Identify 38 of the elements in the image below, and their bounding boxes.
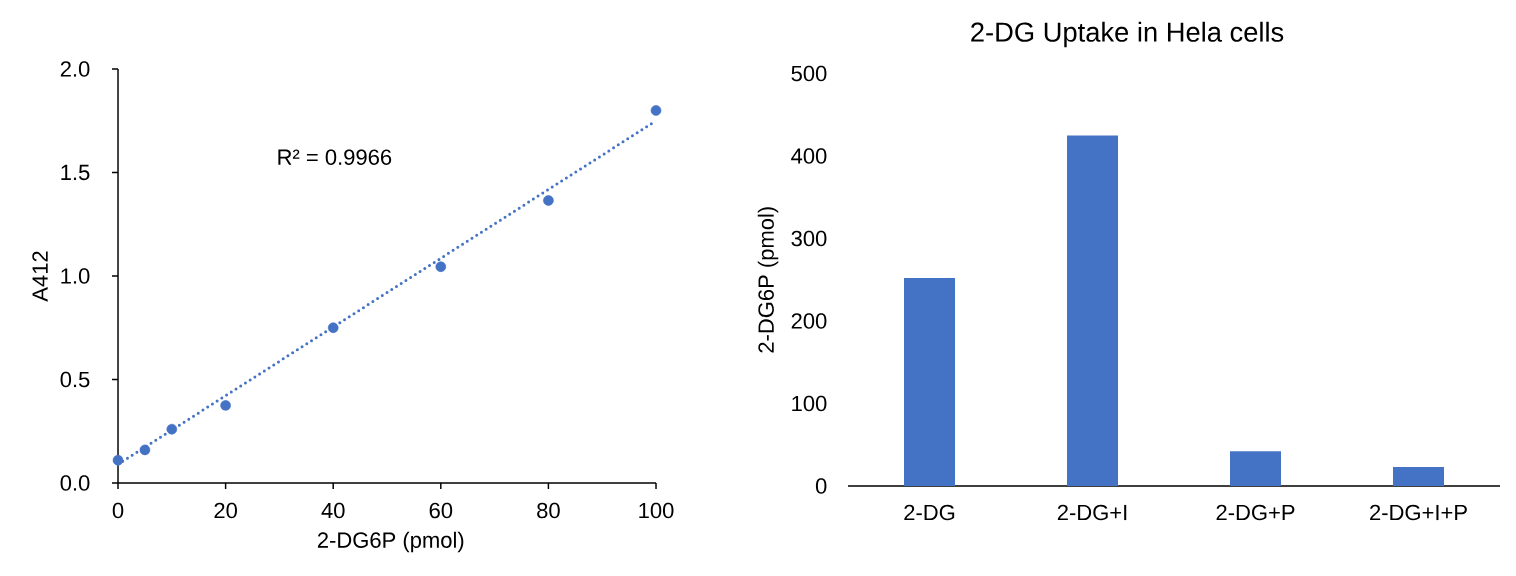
x-axis-title: 2-DG6P (pmol)	[317, 531, 464, 553]
x-tick-label: 80	[537, 502, 560, 519]
x-tick-label: 0	[112, 502, 124, 519]
x-tick-label: 100	[639, 502, 674, 519]
y-axis-title: A412	[32, 251, 48, 302]
y-axis-title: 2-DG6P (pmol)	[757, 207, 779, 353]
x-tick-label: 2-DG+I+P	[1370, 504, 1467, 521]
x-tick-label: 2-DG+P	[1216, 504, 1295, 521]
point	[435, 261, 447, 272]
y-tick-label: 2.0	[60, 61, 90, 77]
point	[327, 322, 339, 334]
y-tick-label: 300	[791, 230, 827, 247]
x-tick-label: 2-DG	[904, 504, 955, 521]
chart-title: 2-DG Uptake in Hela cells	[971, 21, 1284, 48]
y-tick-label: 500	[791, 65, 827, 82]
point	[166, 423, 178, 435]
annotation: R² = 0.9966	[278, 149, 392, 165]
y-tick-label: 400	[791, 148, 827, 164]
point	[139, 444, 151, 456]
bar	[904, 278, 956, 486]
point	[650, 105, 662, 116]
y-tick-label: 1.0	[61, 268, 90, 284]
x-tick-label: 20	[214, 502, 237, 519]
x-tick-label: 2-DG+I	[1057, 504, 1127, 521]
x-tick-label: 60	[429, 502, 453, 519]
point	[543, 195, 554, 206]
point	[220, 400, 231, 411]
point	[112, 454, 124, 466]
bar	[1230, 451, 1282, 486]
y-tick-label: 0.0	[60, 475, 90, 491]
bar	[1067, 135, 1119, 486]
x-tick-label: 40	[321, 502, 345, 519]
y-tick-label: 200	[791, 313, 827, 329]
y-tick-label: 0.5	[60, 371, 90, 388]
bar	[1393, 467, 1445, 486]
y-tick-label: 1.5	[61, 164, 90, 181]
y-tick-label: 0	[815, 478, 827, 494]
y-tick-label: 100	[792, 395, 827, 412]
